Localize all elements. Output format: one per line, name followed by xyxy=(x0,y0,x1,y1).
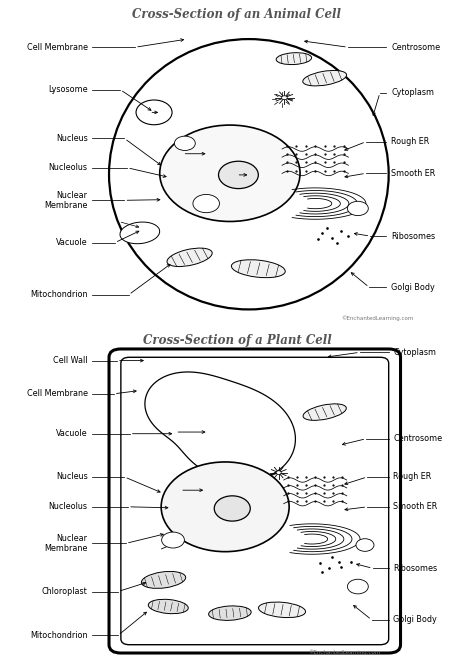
Circle shape xyxy=(162,532,184,548)
Ellipse shape xyxy=(258,602,306,618)
Text: Mitochondrion: Mitochondrion xyxy=(30,631,88,640)
Text: ©EnchantedLearning.com: ©EnchantedLearning.com xyxy=(341,315,414,321)
Polygon shape xyxy=(145,372,295,481)
Text: Nuclear
Membrane: Nuclear Membrane xyxy=(44,191,88,210)
Text: Ribosomes: Ribosomes xyxy=(391,232,435,241)
Circle shape xyxy=(219,161,258,189)
Text: Nucleolus: Nucleolus xyxy=(49,502,88,511)
Text: Rough ER: Rough ER xyxy=(391,137,429,146)
Circle shape xyxy=(136,100,172,125)
Circle shape xyxy=(276,470,281,474)
Circle shape xyxy=(347,579,368,594)
Ellipse shape xyxy=(303,70,346,86)
Text: Golgi Body: Golgi Body xyxy=(391,283,435,291)
Text: Mitochondrion: Mitochondrion xyxy=(30,290,88,299)
Text: Vacuole: Vacuole xyxy=(56,429,88,438)
Ellipse shape xyxy=(303,404,346,420)
Ellipse shape xyxy=(167,248,212,266)
Text: Golgi Body: Golgi Body xyxy=(393,615,437,624)
Text: Smooth ER: Smooth ER xyxy=(391,169,435,178)
Text: Cell Membrane: Cell Membrane xyxy=(27,43,88,52)
Text: Cross-Section of an Animal Cell: Cross-Section of an Animal Cell xyxy=(133,8,341,21)
Text: Rough ER: Rough ER xyxy=(393,472,432,482)
FancyBboxPatch shape xyxy=(109,349,401,653)
Circle shape xyxy=(282,96,287,99)
Text: Cell Membrane: Cell Membrane xyxy=(27,390,88,398)
Circle shape xyxy=(161,462,289,551)
Text: Nucleus: Nucleus xyxy=(56,472,88,482)
Text: Cytoplasm: Cytoplasm xyxy=(391,88,434,97)
Text: Nucleus: Nucleus xyxy=(56,134,88,143)
Ellipse shape xyxy=(148,599,188,614)
Text: Ribosomes: Ribosomes xyxy=(393,564,438,572)
Text: Smooth ER: Smooth ER xyxy=(393,502,438,511)
Circle shape xyxy=(193,195,219,213)
Text: Nucleolus: Nucleolus xyxy=(49,163,88,172)
Text: Cytoplasm: Cytoplasm xyxy=(393,348,437,357)
Text: ©EnchantedLearning.com: ©EnchantedLearning.com xyxy=(308,649,381,655)
Text: Nuclear
Membrane: Nuclear Membrane xyxy=(44,534,88,553)
Text: Centrosome: Centrosome xyxy=(391,43,440,52)
Circle shape xyxy=(174,136,195,151)
Ellipse shape xyxy=(231,260,285,278)
Circle shape xyxy=(214,496,250,521)
Text: Lysosome: Lysosome xyxy=(48,85,88,94)
Circle shape xyxy=(356,539,374,551)
Text: Cross-Section of a Plant Cell: Cross-Section of a Plant Cell xyxy=(143,334,331,347)
Ellipse shape xyxy=(141,571,186,588)
Circle shape xyxy=(160,125,300,222)
Ellipse shape xyxy=(120,222,160,243)
Ellipse shape xyxy=(209,606,251,620)
Text: Centrosome: Centrosome xyxy=(393,434,443,443)
Ellipse shape xyxy=(109,39,389,309)
Text: Chloroplast: Chloroplast xyxy=(42,587,88,596)
Text: Cell Wall: Cell Wall xyxy=(53,356,88,365)
Circle shape xyxy=(347,201,368,216)
Ellipse shape xyxy=(276,53,311,64)
Text: Vacuole: Vacuole xyxy=(56,238,88,247)
